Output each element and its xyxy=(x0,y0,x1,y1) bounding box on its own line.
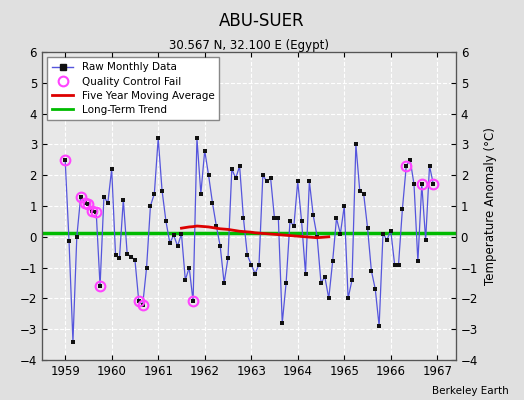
Text: ABU-SUER: ABU-SUER xyxy=(219,12,305,30)
Title: 30.567 N, 32.100 E (Egypt): 30.567 N, 32.100 E (Egypt) xyxy=(169,39,329,52)
Y-axis label: Temperature Anomaly (°C): Temperature Anomaly (°C) xyxy=(484,127,497,285)
Text: Berkeley Earth: Berkeley Earth xyxy=(432,386,508,396)
Legend: Raw Monthly Data, Quality Control Fail, Five Year Moving Average, Long-Term Tren: Raw Monthly Data, Quality Control Fail, … xyxy=(47,57,220,120)
